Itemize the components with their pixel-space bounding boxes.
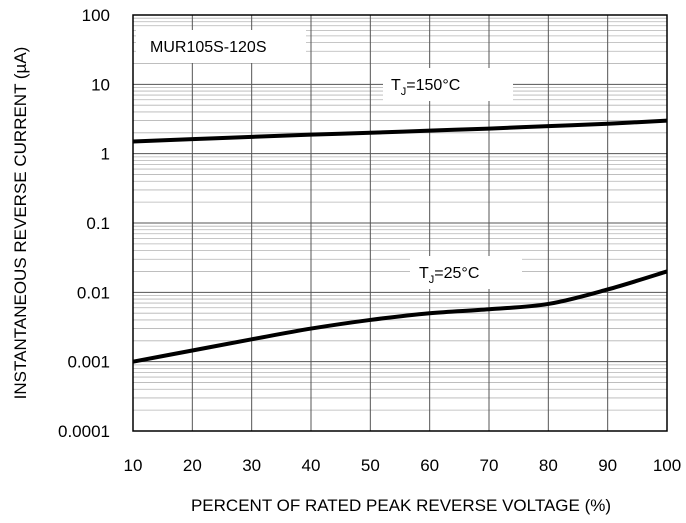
part-label: MUR105S-120S <box>136 30 306 63</box>
series-lines <box>132 118 668 364</box>
x-axis-label: PERCENT OF RATED PEAK REVERSE VOLTAGE (%… <box>191 496 611 515</box>
series-label-sub: J <box>429 274 435 286</box>
series-line-150c <box>132 118 668 144</box>
x-tick-label: 80 <box>539 456 558 475</box>
svg-text:TJ=25°C: TJ=25°C <box>419 265 479 286</box>
plot-frame <box>132 14 668 432</box>
y-tick-label: 0.001 <box>67 353 110 372</box>
x-tick-label: 20 <box>183 456 202 475</box>
y-tick-label: 0.0001 <box>58 422 110 441</box>
series-label-rest: =150°C <box>406 77 460 94</box>
y-axis-ticks: 100 10 1 0.1 0.01 0.001 0.0001 <box>58 6 110 441</box>
part-label-text: MUR105S-120S <box>150 39 267 56</box>
x-tick-label: 70 <box>480 456 499 475</box>
x-tick-label: 50 <box>361 456 380 475</box>
series-label-150c: TJ=150°C <box>383 68 513 101</box>
series-label-rest: =25°C <box>434 265 479 282</box>
series-label-sub: J <box>401 86 407 98</box>
series-label-25c: TJ=25°C <box>410 256 522 289</box>
y-tick-label: 0.1 <box>86 214 110 233</box>
y-tick-label: 1 <box>101 145 110 164</box>
series-line-25c <box>132 269 668 364</box>
x-tick-label: 60 <box>420 456 439 475</box>
x-tick-label: 90 <box>598 456 617 475</box>
y-axis-label: INSTANTANEOUS REVERSE CURRENT (µA) <box>11 47 30 400</box>
x-axis-ticks: 10 20 30 40 50 60 70 80 90 100 <box>124 456 682 475</box>
x-tick-label: 30 <box>242 456 261 475</box>
y-tick-label: 0.01 <box>77 283 110 302</box>
x-tick-label: 40 <box>302 456 321 475</box>
x-tick-label: 100 <box>653 456 681 475</box>
y-tick-label: 100 <box>82 6 110 25</box>
minor-gridlines <box>133 17 667 411</box>
major-gridlines <box>133 15 667 431</box>
svg-text:TJ=150°C: TJ=150°C <box>391 77 460 98</box>
y-tick-label: 10 <box>91 75 110 94</box>
x-tick-label: 10 <box>124 456 143 475</box>
series-label-t: T <box>419 265 429 282</box>
series-label-t: T <box>391 77 401 94</box>
